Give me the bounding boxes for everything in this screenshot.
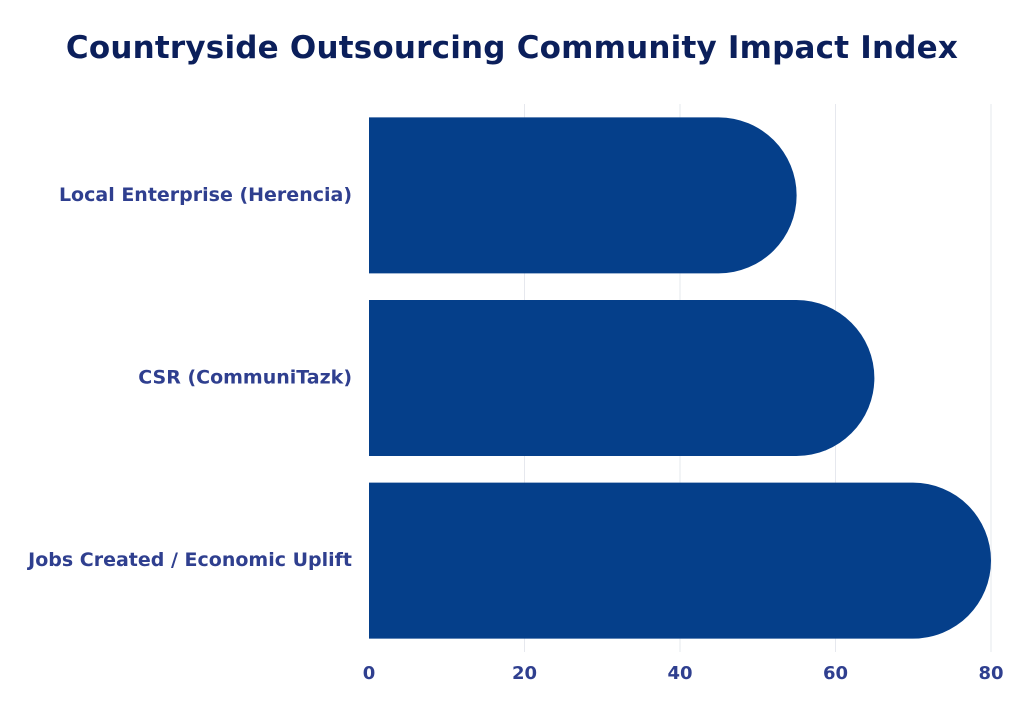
category-labels: Local Enterprise (Herencia) CSR (CommuniT… xyxy=(26,184,352,571)
x-tick-label-40: 40 xyxy=(667,663,692,684)
category-label-0: Local Enterprise (Herencia) xyxy=(59,184,352,206)
x-tick-label-60: 60 xyxy=(823,663,848,684)
bar-1 xyxy=(369,300,875,456)
bar-0 xyxy=(369,117,797,274)
x-tick-label-20: 20 xyxy=(512,663,537,684)
bars xyxy=(369,117,991,639)
chart-title: Countryside Outsourcing Community Impact… xyxy=(65,30,959,66)
category-label-2: Jobs Created / Economic Uplift xyxy=(26,549,352,571)
x-tick-label-80: 80 xyxy=(978,663,1003,684)
bar-2 xyxy=(369,482,991,639)
x-axis-ticks: 0 20 40 60 80 xyxy=(363,663,1004,684)
category-label-1: CSR (CommuniTazk) xyxy=(138,367,352,389)
x-tick-label-0: 0 xyxy=(363,663,376,684)
